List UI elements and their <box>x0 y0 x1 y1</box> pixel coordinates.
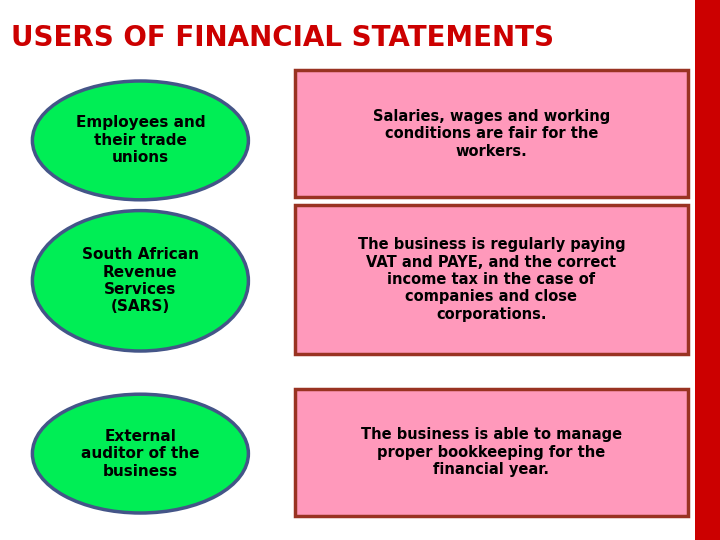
Text: The business is able to manage
proper bookkeeping for the
financial year.: The business is able to manage proper bo… <box>361 427 622 477</box>
FancyBboxPatch shape <box>295 389 688 516</box>
Ellipse shape <box>32 81 248 200</box>
FancyBboxPatch shape <box>295 70 688 197</box>
FancyBboxPatch shape <box>695 0 720 540</box>
Text: External
auditor of the
business: External auditor of the business <box>81 429 199 478</box>
Text: Salaries, wages and working
conditions are fair for the
workers.: Salaries, wages and working conditions a… <box>373 109 610 159</box>
FancyBboxPatch shape <box>295 205 688 354</box>
Text: USERS OF FINANCIAL STATEMENTS: USERS OF FINANCIAL STATEMENTS <box>11 24 554 52</box>
Text: South African
Revenue
Services
(SARS): South African Revenue Services (SARS) <box>82 247 199 314</box>
Ellipse shape <box>32 211 248 351</box>
Ellipse shape <box>32 394 248 513</box>
Text: Employees and
their trade
unions: Employees and their trade unions <box>76 116 205 165</box>
Text: The business is regularly paying
VAT and PAYE, and the correct
income tax in the: The business is regularly paying VAT and… <box>358 237 625 322</box>
